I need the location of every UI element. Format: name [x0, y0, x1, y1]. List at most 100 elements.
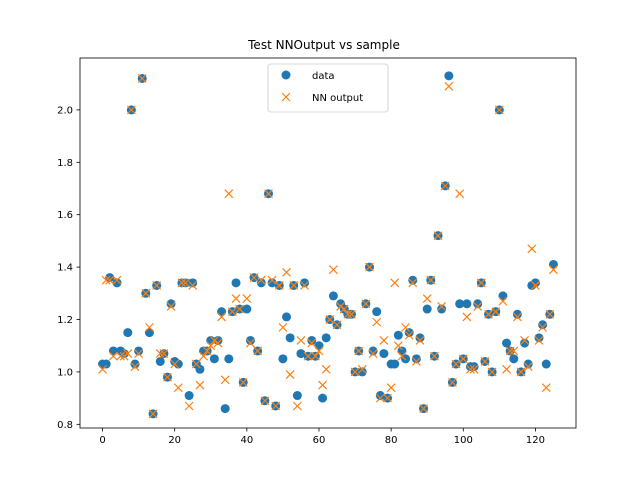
- nn-output-point: [220, 375, 230, 385]
- nn-output-point: [487, 367, 497, 377]
- data-point: [530, 278, 540, 288]
- nn-output-point: [509, 346, 519, 356]
- nn-output-point: [437, 301, 447, 311]
- nn-output-point: [448, 377, 457, 387]
- nn-output-point: [491, 307, 501, 317]
- data-point: [224, 354, 234, 364]
- nn-output-point: [523, 362, 533, 372]
- data-point: [278, 354, 288, 364]
- nn-output-point: [411, 357, 421, 366]
- y-tick-label: 1.2: [57, 315, 73, 326]
- data-point: [101, 359, 111, 369]
- nn-output-point: [181, 278, 190, 288]
- data-point: [173, 359, 183, 369]
- data-point: [415, 333, 425, 343]
- nn-output-point: [119, 351, 129, 361]
- nn-output-point: [455, 189, 465, 199]
- x-tick-label: 60: [313, 435, 326, 446]
- nn-output-point: [520, 336, 530, 345]
- nn-output-point: [451, 359, 461, 369]
- nn-output-point: [282, 267, 291, 277]
- nn-output-point: [336, 301, 346, 311]
- nn-output-point: [350, 367, 360, 377]
- y-tick-label: 1.8: [57, 158, 73, 169]
- data-point: [512, 309, 522, 319]
- data-point: [502, 338, 512, 348]
- nn-output-point: [217, 312, 227, 322]
- nn-output-point: [202, 346, 212, 356]
- chart-title: Test NNOutput vs sample: [247, 38, 400, 52]
- nn-output-point: [235, 304, 245, 314]
- nn-output-point: [365, 262, 374, 272]
- nn-output-point: [444, 81, 454, 91]
- data-point: [534, 333, 544, 343]
- data-point: [509, 354, 519, 364]
- nn-output-point: [213, 338, 223, 348]
- x-tick-label: 100: [454, 435, 473, 446]
- nn-output-point: [307, 338, 317, 348]
- data-point: [296, 349, 306, 359]
- nn-output-point: [209, 336, 219, 345]
- data-point: [242, 304, 252, 314]
- data-point: [307, 335, 317, 345]
- nn-output-point: [383, 393, 392, 403]
- nn-output-point: [253, 346, 263, 356]
- nn-output-point: [300, 281, 309, 290]
- data-point: [314, 341, 324, 351]
- nn-output-point: [278, 322, 288, 332]
- nn-output-point: [549, 265, 558, 275]
- data-point: [379, 349, 389, 359]
- nn-output-point: [393, 341, 403, 351]
- nn-output-point: [310, 351, 320, 361]
- nn-output-point: [206, 341, 216, 351]
- y-tick-label: 2.0: [57, 105, 73, 116]
- nn-output-point: [101, 275, 111, 285]
- nn-output-point: [429, 351, 439, 361]
- x-tick-label: 0: [99, 435, 105, 446]
- data-point: [213, 335, 223, 345]
- y-tick-label: 1.4: [57, 263, 73, 274]
- legend-label-data: data: [312, 71, 335, 82]
- data-point: [300, 278, 310, 288]
- data-point: [437, 304, 447, 314]
- data-point: [130, 359, 140, 369]
- nn-output-point: [512, 312, 522, 322]
- nn-output-point: [480, 357, 490, 366]
- data-point: [469, 362, 479, 372]
- nn-output-point: [462, 312, 472, 322]
- data-point: [188, 278, 198, 288]
- nn-output-point: [530, 281, 540, 290]
- nn-output-point: [541, 383, 551, 393]
- nn-output-point: [433, 231, 443, 241]
- nn-output-point: [145, 322, 154, 332]
- legend-marker-nn-output: [281, 92, 291, 102]
- nn-output-point: [426, 275, 436, 285]
- nn-output-point: [155, 349, 165, 359]
- nn-output-point: [303, 351, 313, 361]
- data-point: [444, 71, 454, 81]
- nn-output-point: [159, 349, 169, 359]
- data-point: [473, 299, 483, 309]
- nn-output-point: [332, 320, 342, 330]
- data-point: [184, 391, 194, 401]
- nn-output-point: [545, 309, 555, 319]
- data-point: [220, 404, 230, 414]
- data-point: [538, 320, 548, 330]
- nn-output-point: [112, 275, 122, 285]
- nn-output-point: [458, 354, 468, 364]
- nn-output-point: [246, 338, 255, 348]
- nn-output-point: [242, 294, 252, 303]
- nn-output-point: [249, 273, 259, 283]
- nn-output-point: [538, 322, 548, 332]
- nn-output-point: [498, 296, 508, 306]
- legend-label-nn-output: NN output: [312, 93, 363, 104]
- nn-output-point: [516, 367, 526, 377]
- data-point: [408, 275, 418, 285]
- x-tick-label: 80: [385, 435, 398, 446]
- nn-output-point: [274, 281, 284, 290]
- nn-output-point: [105, 275, 115, 285]
- nn-output-point: [224, 189, 234, 199]
- data-point: [256, 278, 266, 288]
- nn-output-point: [408, 278, 418, 288]
